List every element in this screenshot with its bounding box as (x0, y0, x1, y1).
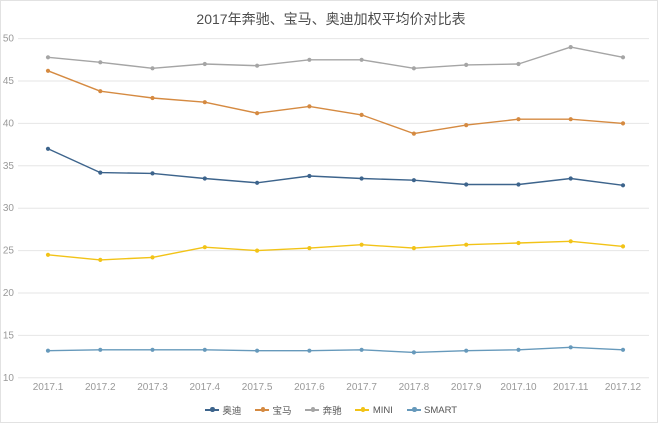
svg-text:10: 10 (3, 373, 15, 384)
svg-text:40: 40 (3, 118, 15, 129)
svg-text:20: 20 (3, 288, 15, 299)
svg-text:35: 35 (3, 161, 15, 172)
svg-text:2017.3: 2017.3 (137, 382, 168, 393)
svg-text:2017.11: 2017.11 (553, 382, 589, 393)
svg-text:2017.1: 2017.1 (33, 382, 64, 393)
svg-text:2017.2: 2017.2 (85, 382, 116, 393)
svg-text:2017.7: 2017.7 (346, 382, 377, 393)
svg-text:2017.8: 2017.8 (399, 382, 430, 393)
svg-text:2017.6: 2017.6 (294, 382, 325, 393)
svg-text:2017.12: 2017.12 (605, 382, 642, 393)
svg-text:2017.9: 2017.9 (451, 382, 482, 393)
svg-text:30: 30 (3, 203, 15, 214)
svg-text:25: 25 (3, 246, 15, 257)
svg-text:2017.10: 2017.10 (500, 382, 537, 393)
svg-text:45: 45 (3, 76, 15, 87)
svg-text:50: 50 (3, 34, 15, 45)
svg-text:2017.5: 2017.5 (242, 382, 273, 393)
svg-text:15: 15 (3, 330, 15, 341)
svg-text:2017.4: 2017.4 (190, 382, 221, 393)
